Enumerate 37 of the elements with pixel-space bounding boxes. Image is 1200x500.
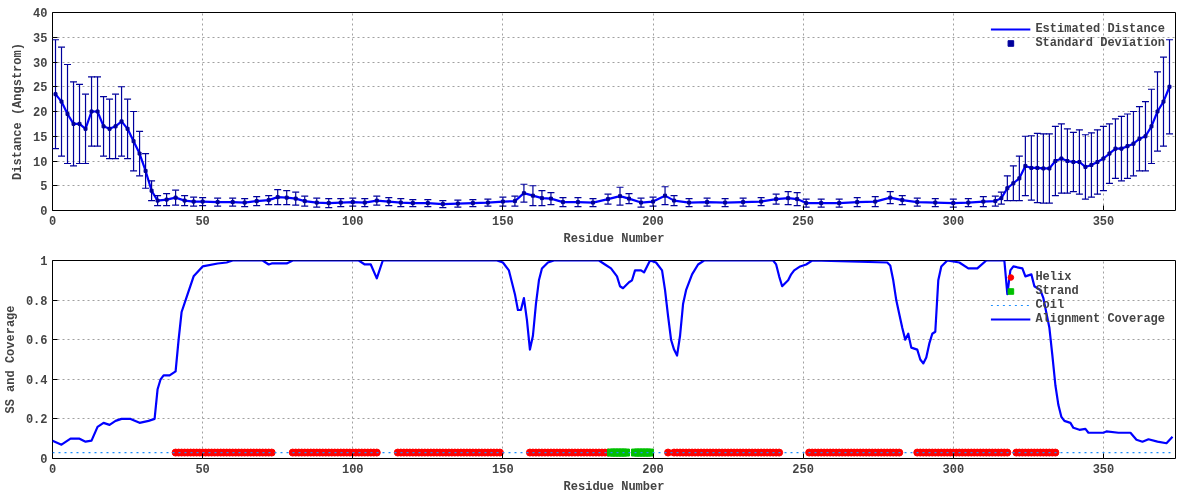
x-tick-label: 350 xyxy=(1092,462,1115,477)
x-tick-label: 50 xyxy=(195,462,210,477)
y-tick-label: 35 xyxy=(33,31,48,46)
x-tick-label: 250 xyxy=(792,214,814,229)
x-tick-label: 150 xyxy=(492,214,514,229)
x-axis-title: Residue Number xyxy=(563,231,665,246)
y-tick-label: 10 xyxy=(33,155,48,170)
line-series xyxy=(52,260,1174,446)
y-tick-label: 1 xyxy=(40,255,48,269)
x-tick-label: 150 xyxy=(492,462,514,477)
y-tick-label: 0.8 xyxy=(25,294,48,309)
y-tick-label: 20 xyxy=(33,106,48,120)
x-tick-label: 200 xyxy=(642,462,664,477)
y-tick-label: 30 xyxy=(33,56,48,71)
x-tick-label: 50 xyxy=(195,214,210,229)
y-tick-label: 5 xyxy=(40,180,48,195)
x-tick-label: 300 xyxy=(942,462,965,477)
legend-label: Helix xyxy=(1035,270,1072,284)
x-tick-label: 200 xyxy=(642,214,664,229)
x-axis-title: Residue Number xyxy=(563,479,665,494)
y-axis-title: SS and Coverage xyxy=(3,305,18,414)
y-tick-label: 40 xyxy=(33,7,48,21)
x-tick-label: 350 xyxy=(1092,214,1115,229)
x-tick-label: 100 xyxy=(341,214,364,229)
x-tick-label: 250 xyxy=(792,462,814,477)
y-tick-label: 0.4 xyxy=(25,373,48,388)
legend-label: Standard Deviation xyxy=(1035,36,1165,50)
x-tick-label: 300 xyxy=(942,214,965,229)
y-tick-label: 25 xyxy=(33,81,48,96)
y-tick-label: 0 xyxy=(40,453,48,467)
y-tick-label: 0 xyxy=(40,205,48,219)
y-axis-title: Distance (Angstrom) xyxy=(11,43,26,180)
x-tick-label: 100 xyxy=(341,462,364,477)
y-tick-label: 0.2 xyxy=(25,413,48,428)
y-tick-label: 15 xyxy=(33,130,48,145)
legend-label: Estimated Distance xyxy=(1035,22,1165,36)
y-tick-label: 0.6 xyxy=(25,334,48,349)
